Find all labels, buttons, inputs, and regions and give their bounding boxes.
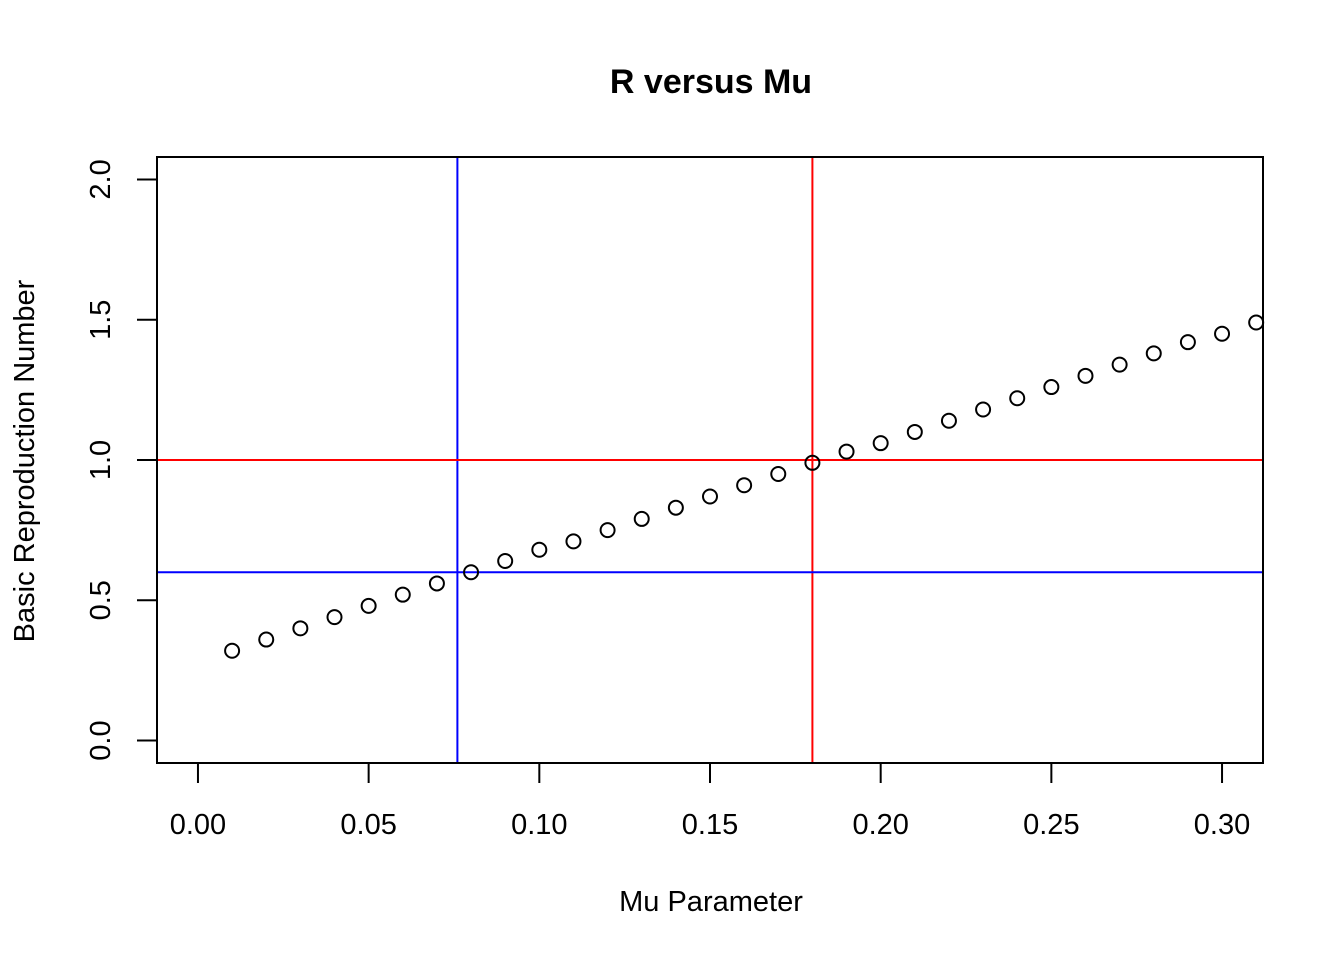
data-point [702, 488, 718, 505]
x-tick-label: 0.05 [340, 809, 396, 841]
x-axis-label: Mu Parameter [619, 886, 803, 918]
data-point [1179, 334, 1196, 351]
data-point [565, 533, 582, 550]
data-point [531, 541, 548, 558]
data-point [1077, 367, 1094, 384]
y-axis: 0.0 0.5 1.0 1.5 2.0 [85, 159, 158, 761]
y-tick-label: 0.5 [85, 580, 117, 620]
data-point [428, 575, 445, 592]
y-tick-label: 1.5 [85, 300, 117, 340]
data-point [360, 597, 377, 614]
data-point [975, 401, 992, 418]
data-point [1248, 314, 1265, 331]
reference-lines [157, 157, 1263, 763]
data-point [497, 553, 514, 569]
y-tick-label: 0.0 [85, 720, 117, 760]
chart-title: R versus Mu [610, 63, 812, 101]
data-point [1111, 356, 1128, 373]
x-tick-label: 0.15 [682, 809, 738, 841]
data-point [463, 564, 480, 581]
data-point [1145, 345, 1162, 362]
data-point [326, 609, 343, 626]
data-point [1214, 325, 1231, 342]
data-point [770, 466, 787, 483]
y-tick-label: 2.0 [85, 159, 117, 199]
x-tick-label: 0.25 [1023, 809, 1079, 841]
data-point [394, 586, 411, 603]
data-point [1009, 390, 1026, 407]
data-point [838, 443, 855, 460]
data-point [906, 423, 923, 440]
data-point [1043, 379, 1060, 396]
data-point [736, 477, 753, 494]
data-point [258, 631, 275, 648]
x-axis: 0.00 0.05 0.10 0.15 0.20 0.25 0.30 [170, 762, 1250, 841]
data-points [224, 314, 1265, 659]
data-point [292, 620, 309, 637]
data-point [667, 499, 684, 516]
data-point [599, 522, 616, 539]
data-point [804, 454, 821, 471]
y-axis-label: Basic Reproduction Number [9, 279, 41, 642]
data-point [872, 435, 889, 452]
data-point [940, 412, 957, 429]
x-tick-label: 0.00 [170, 809, 226, 841]
data-point [224, 642, 241, 659]
x-tick-label: 0.30 [1194, 809, 1250, 841]
x-tick-label: 0.10 [511, 809, 567, 841]
y-tick-label: 1.0 [85, 440, 117, 480]
x-tick-label: 0.20 [852, 809, 908, 841]
data-point [633, 510, 650, 527]
